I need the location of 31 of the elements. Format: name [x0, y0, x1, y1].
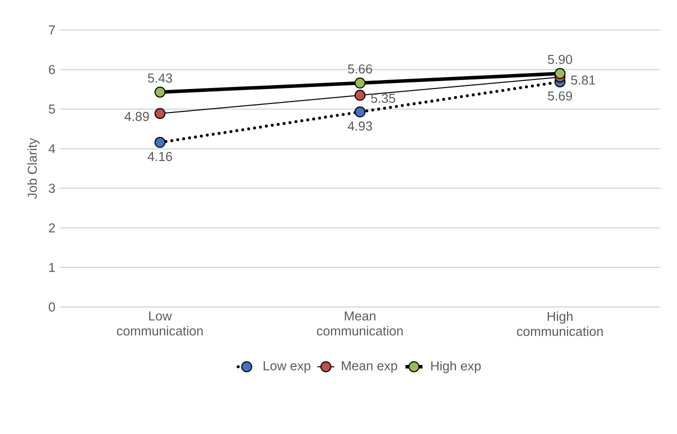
point — [354, 78, 366, 89]
data-label: 5.69 — [548, 91, 572, 101]
legend-label: High exp — [431, 361, 481, 374]
y-tick-label: 0 — [48, 302, 55, 312]
x-tick-label: Mean communication — [317, 312, 403, 336]
data-label: 4.16 — [148, 152, 172, 162]
data-label: 4.93 — [348, 121, 372, 131]
data-label: 5.90 — [548, 54, 572, 64]
y-tick-label: 2 — [48, 223, 55, 232]
point — [554, 68, 566, 80]
data-label: 5.66 — [348, 64, 372, 74]
y-tick-label: 7 — [48, 26, 55, 34]
point — [154, 136, 166, 148]
legend-label: Mean exp — [342, 361, 398, 373]
y-tick-label: 4 — [48, 144, 56, 154]
point — [154, 108, 166, 119]
point — [354, 106, 366, 118]
data-label: 4.89 — [124, 112, 149, 122]
data-label: 5.35 — [371, 94, 396, 103]
y-tick-label: 3 — [48, 184, 55, 193]
point — [154, 86, 166, 98]
data-label: 5.43 — [148, 73, 172, 83]
x-tick-label: High communication — [517, 312, 603, 336]
point — [354, 90, 366, 101]
legend-label: Low exp — [264, 361, 310, 373]
y-tick-label: 5 — [48, 104, 55, 114]
y-tick-label: 1 — [49, 262, 55, 272]
y-axis-title: Job Clarity — [27, 138, 40, 199]
y-tick-label: 6 — [48, 64, 55, 74]
data-label: 5.81 — [571, 76, 596, 85]
x-tick-label: Low communication — [117, 312, 203, 336]
